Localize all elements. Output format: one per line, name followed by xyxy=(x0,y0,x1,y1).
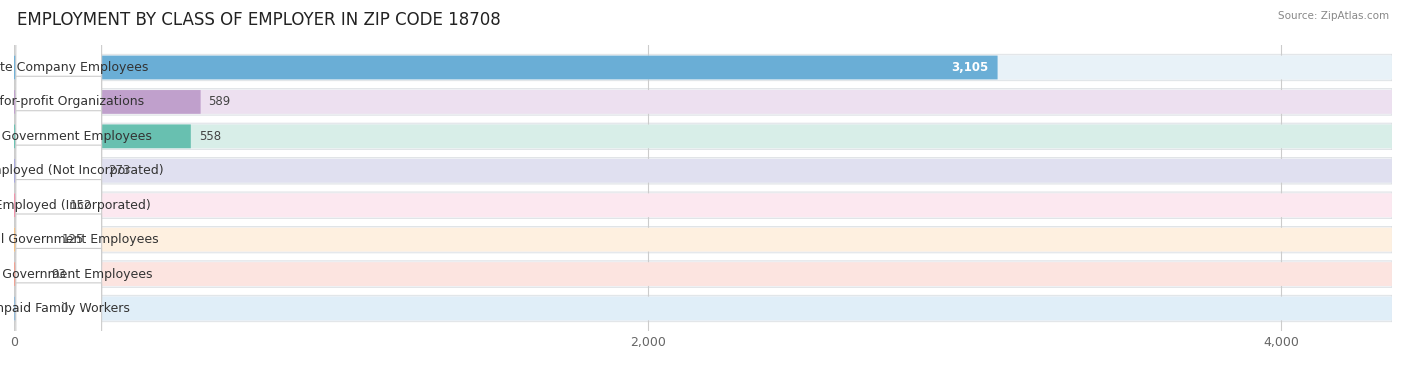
FancyBboxPatch shape xyxy=(15,180,101,231)
FancyBboxPatch shape xyxy=(14,158,1392,184)
Text: 558: 558 xyxy=(198,130,221,143)
FancyBboxPatch shape xyxy=(14,90,201,114)
FancyBboxPatch shape xyxy=(14,159,101,183)
FancyBboxPatch shape xyxy=(14,226,1392,253)
FancyBboxPatch shape xyxy=(14,261,1392,287)
FancyBboxPatch shape xyxy=(14,90,1392,114)
Text: Federal Government Employees: Federal Government Employees xyxy=(0,233,159,246)
Text: 0: 0 xyxy=(60,302,67,315)
FancyBboxPatch shape xyxy=(15,76,101,127)
FancyBboxPatch shape xyxy=(15,111,101,162)
Text: EMPLOYMENT BY CLASS OF EMPLOYER IN ZIP CODE 18708: EMPLOYMENT BY CLASS OF EMPLOYER IN ZIP C… xyxy=(17,11,501,29)
Text: State Government Employees: State Government Employees xyxy=(0,268,152,280)
FancyBboxPatch shape xyxy=(15,249,101,300)
Text: Private Company Employees: Private Company Employees xyxy=(0,61,149,74)
FancyBboxPatch shape xyxy=(14,192,1392,218)
FancyBboxPatch shape xyxy=(14,89,1392,115)
Text: 152: 152 xyxy=(70,199,93,212)
FancyBboxPatch shape xyxy=(14,228,1392,252)
FancyBboxPatch shape xyxy=(14,124,1392,148)
Text: 125: 125 xyxy=(62,233,84,246)
FancyBboxPatch shape xyxy=(14,262,1392,286)
Text: Not-for-profit Organizations: Not-for-profit Organizations xyxy=(0,96,145,108)
Text: Unpaid Family Workers: Unpaid Family Workers xyxy=(0,302,131,315)
Text: 273: 273 xyxy=(108,164,131,177)
Text: 3,105: 3,105 xyxy=(950,61,988,74)
FancyBboxPatch shape xyxy=(15,283,101,334)
FancyBboxPatch shape xyxy=(15,145,101,196)
FancyBboxPatch shape xyxy=(14,124,191,148)
FancyBboxPatch shape xyxy=(14,297,1392,320)
Text: 589: 589 xyxy=(208,96,231,108)
FancyBboxPatch shape xyxy=(14,123,1392,150)
FancyBboxPatch shape xyxy=(14,297,52,320)
FancyBboxPatch shape xyxy=(14,56,998,79)
Text: Local Government Employees: Local Government Employees xyxy=(0,130,152,143)
Text: 93: 93 xyxy=(52,268,66,280)
FancyBboxPatch shape xyxy=(14,54,1392,81)
FancyBboxPatch shape xyxy=(14,228,53,252)
Text: Source: ZipAtlas.com: Source: ZipAtlas.com xyxy=(1278,11,1389,21)
FancyBboxPatch shape xyxy=(14,56,1392,79)
Text: Self-Employed (Incorporated): Self-Employed (Incorporated) xyxy=(0,199,150,212)
FancyBboxPatch shape xyxy=(14,193,62,217)
Text: Self-Employed (Not Incorporated): Self-Employed (Not Incorporated) xyxy=(0,164,163,177)
FancyBboxPatch shape xyxy=(14,262,44,286)
FancyBboxPatch shape xyxy=(14,193,1392,217)
FancyBboxPatch shape xyxy=(15,214,101,265)
FancyBboxPatch shape xyxy=(14,295,1392,322)
FancyBboxPatch shape xyxy=(15,42,101,93)
FancyBboxPatch shape xyxy=(14,159,1392,183)
